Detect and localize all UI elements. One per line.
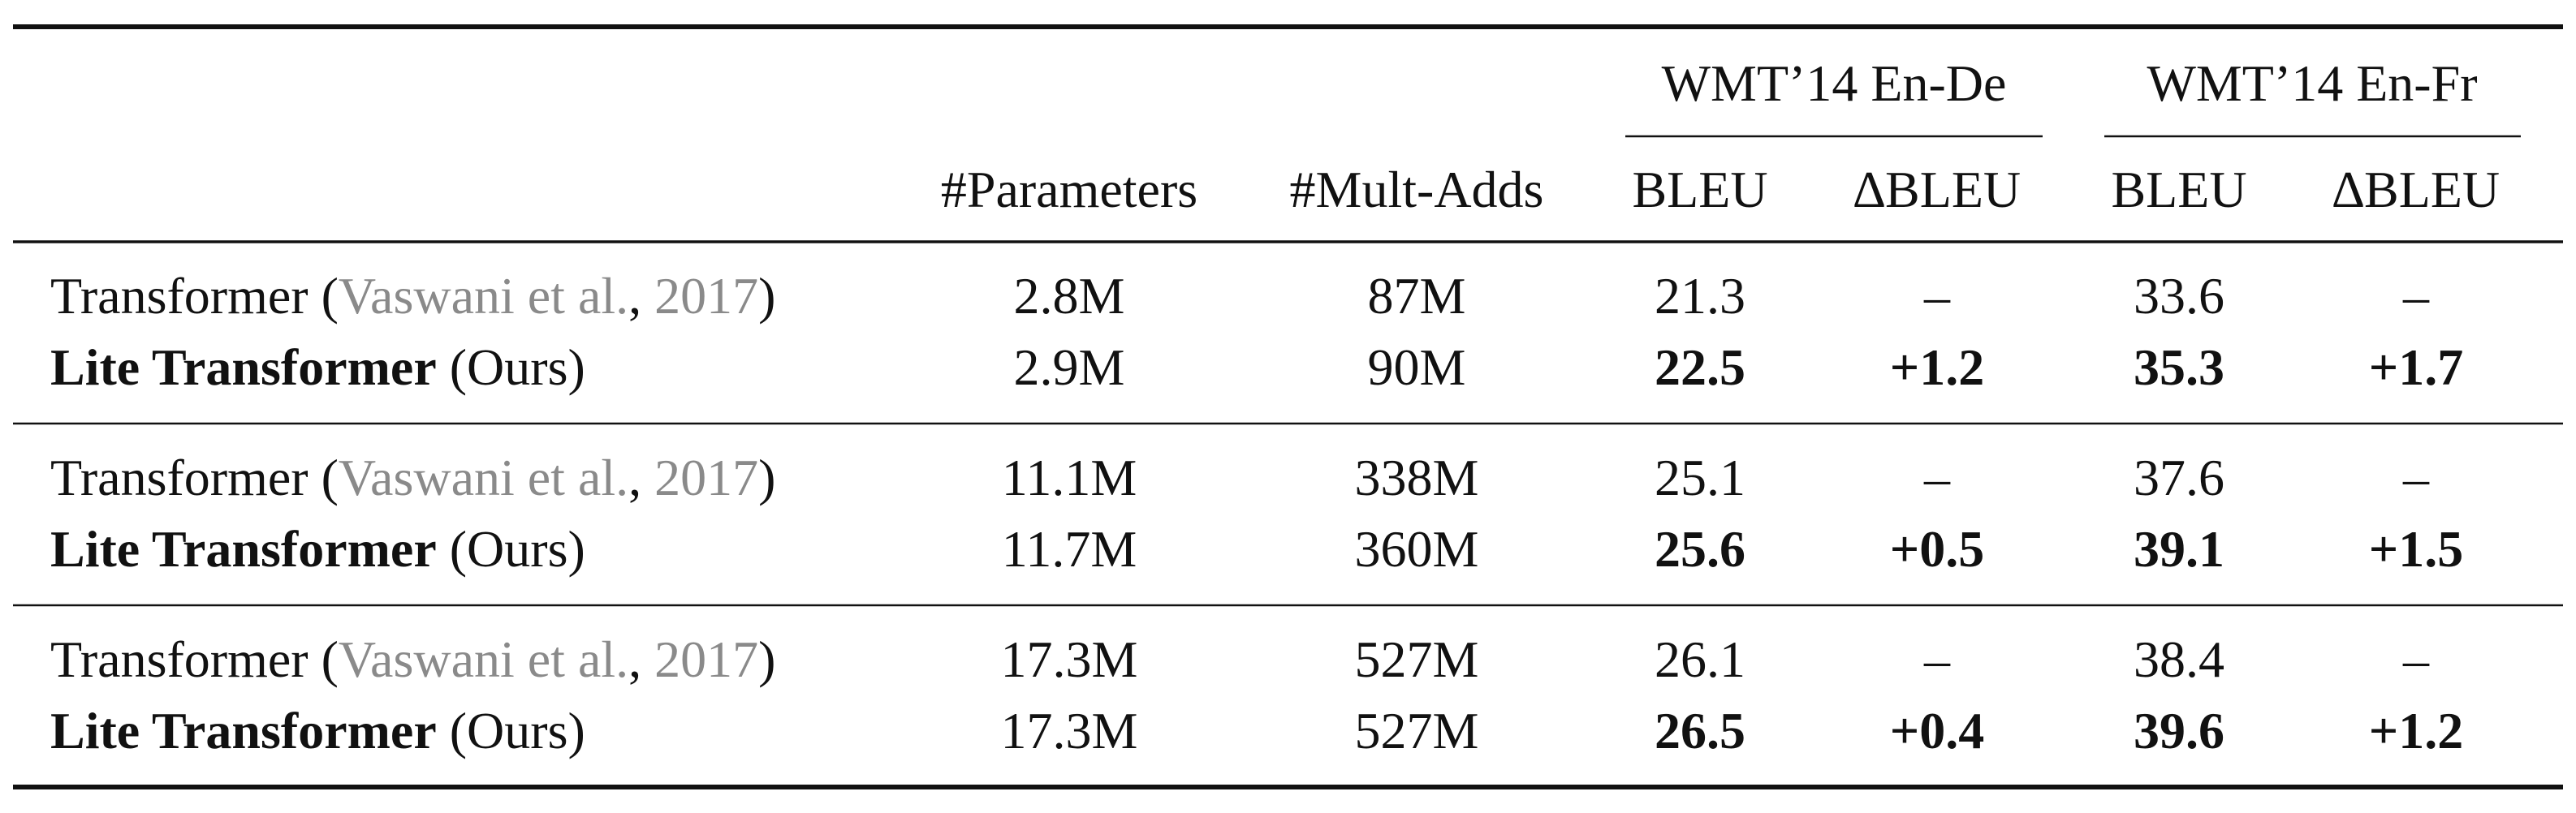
model-name: Transformer (Vaswani et al., 2017) bbox=[50, 630, 775, 688]
cell-delta-bleu-en-de: – bbox=[1923, 630, 1951, 688]
cell-bleu-en-fr: 35.3 bbox=[2134, 338, 2224, 396]
cell-mult-adds: 87M bbox=[1368, 267, 1466, 325]
cell-mult-adds: 360M bbox=[1355, 520, 1479, 578]
cell-bleu-en-fr: 37.6 bbox=[2134, 449, 2224, 506]
header-bleu-en-de: BLEU bbox=[1632, 161, 1767, 218]
cell-delta-bleu-en-fr: – bbox=[2402, 449, 2430, 506]
cell-params: 11.1M bbox=[1002, 449, 1137, 506]
cell-bleu-en-fr: 38.4 bbox=[2134, 630, 2224, 688]
cell-bleu-en-de: 26.5 bbox=[1655, 702, 1745, 759]
citation-link[interactable]: Vaswani et al. bbox=[339, 449, 628, 506]
cell-delta-bleu-en-fr: – bbox=[2402, 630, 2430, 688]
table-row: Transformer (Vaswani et al., 2017) 17.3M… bbox=[50, 630, 2430, 688]
cell-params: 2.8M bbox=[1014, 267, 1125, 325]
cell-mult-adds: 90M bbox=[1368, 338, 1466, 396]
citation-link[interactable]: Vaswani et al. bbox=[339, 267, 628, 325]
model-name: Lite Transformer (Ours) bbox=[50, 520, 585, 578]
cell-delta-bleu-en-de: +1.2 bbox=[1890, 338, 1984, 396]
citation-year-link[interactable]: 2017 bbox=[654, 449, 758, 506]
cell-bleu-en-fr: 39.1 bbox=[2134, 520, 2224, 578]
cell-delta-bleu-en-de: +0.4 bbox=[1890, 702, 1984, 759]
cell-bleu-en-de: 25.6 bbox=[1655, 520, 1745, 578]
cell-delta-bleu-en-fr: – bbox=[2402, 267, 2430, 325]
header-delta-bleu-en-fr: ∆BLEU bbox=[2332, 161, 2500, 218]
cell-mult-adds: 338M bbox=[1355, 449, 1479, 506]
table-row: Lite Transformer (Ours) 11.7M 360M 25.6 … bbox=[50, 520, 2463, 578]
header-delta-bleu-en-de: ∆BLEU bbox=[1853, 161, 2021, 218]
cell-delta-bleu-en-de: – bbox=[1923, 449, 1951, 506]
citation-link[interactable]: Vaswani et al. bbox=[339, 630, 628, 688]
table-row: Transformer (Vaswani et al., 2017) 11.1M… bbox=[50, 449, 2430, 506]
cell-bleu-en-de: 21.3 bbox=[1655, 267, 1745, 325]
cell-delta-bleu-en-fr: +1.7 bbox=[2369, 338, 2463, 396]
cell-mult-adds: 527M bbox=[1355, 702, 1479, 759]
table-row: Transformer (Vaswani et al., 2017) 2.8M … bbox=[50, 267, 2430, 325]
table-row: Lite Transformer (Ours) 17.3M 527M 26.5 … bbox=[50, 702, 2463, 759]
cell-bleu-en-de: 22.5 bbox=[1655, 338, 1745, 396]
model-name: Lite Transformer (Ours) bbox=[50, 702, 585, 759]
header-params: #Parameters bbox=[941, 161, 1197, 218]
cell-bleu-en-fr: 33.6 bbox=[2134, 267, 2224, 325]
cell-params: 2.9M bbox=[1014, 338, 1125, 396]
cell-delta-bleu-en-fr: +1.5 bbox=[2369, 520, 2463, 578]
group-header-en-fr: WMT’14 En-Fr bbox=[2147, 54, 2477, 112]
cell-bleu-en-de: 25.1 bbox=[1655, 449, 1745, 506]
cell-mult-adds: 527M bbox=[1355, 630, 1479, 688]
cell-bleu-en-fr: 39.6 bbox=[2134, 702, 2224, 759]
model-name: Lite Transformer (Ours) bbox=[50, 338, 585, 396]
model-name: Transformer (Vaswani et al., 2017) bbox=[50, 267, 775, 325]
model-name: Transformer (Vaswani et al., 2017) bbox=[50, 449, 775, 506]
citation-year-link[interactable]: 2017 bbox=[654, 267, 758, 325]
group-header-en-de: WMT’14 En-De bbox=[1662, 54, 2007, 112]
cell-delta-bleu-en-de: – bbox=[1923, 267, 1951, 325]
cell-delta-bleu-en-de: +0.5 bbox=[1890, 520, 1984, 578]
cell-params: 17.3M bbox=[1001, 630, 1138, 688]
cell-bleu-en-de: 26.1 bbox=[1655, 630, 1745, 688]
header-bleu-en-fr: BLEU bbox=[2111, 161, 2246, 218]
citation-year-link[interactable]: 2017 bbox=[654, 630, 758, 688]
cell-params: 17.3M bbox=[1001, 702, 1138, 759]
cell-params: 11.7M bbox=[1002, 520, 1137, 578]
cell-delta-bleu-en-fr: +1.2 bbox=[2369, 702, 2463, 759]
table-row: Lite Transformer (Ours) 2.9M 90M 22.5 +1… bbox=[50, 338, 2463, 396]
header-mult-adds: #Mult-Adds bbox=[1290, 161, 1544, 218]
